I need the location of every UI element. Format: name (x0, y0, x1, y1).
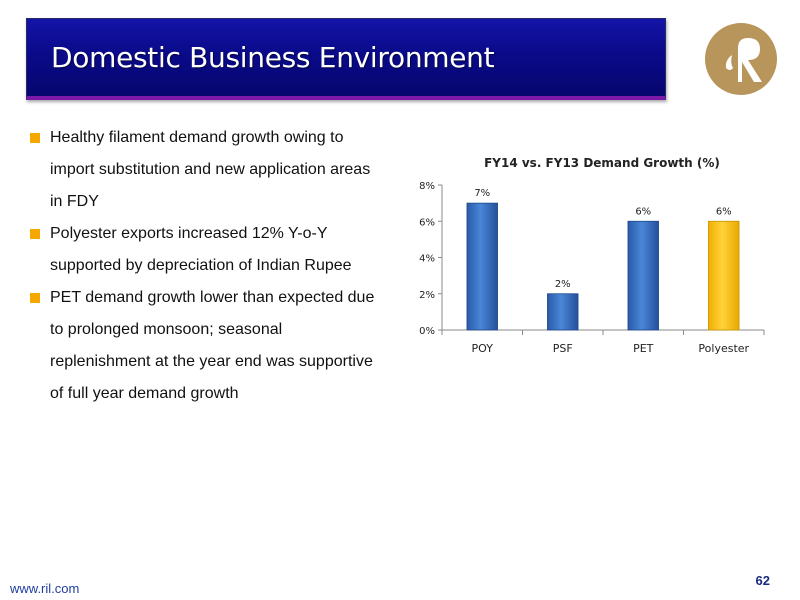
data-label: 2% (555, 279, 571, 290)
bullet-square-icon (30, 133, 40, 143)
bullet-item: Polyester exports increased 12% Y-o-Y su… (30, 218, 375, 282)
bullet-text: PET demand growth lower than expected du… (50, 289, 375, 402)
y-tick-label: 4% (419, 254, 435, 265)
chart-title: FY14 vs. FY13 Demand Growth (%) (484, 156, 720, 170)
y-tick-label: 8% (419, 181, 435, 192)
data-label: 7% (474, 188, 490, 199)
title-bar: Domestic Business Environment (26, 18, 666, 100)
bullet-square-icon (30, 229, 40, 239)
page-title: Domestic Business Environment (51, 41, 495, 74)
bullet-square-icon (30, 293, 40, 303)
bullet-item: PET demand growth lower than expected du… (30, 282, 375, 410)
reliance-logo-icon (705, 23, 777, 95)
demand-growth-chart: FY14 vs. FY13 Demand Growth (%) 0% 2% 4% 6%… (419, 156, 765, 355)
chart-plot-area: 0% 2% 4% 6% 8% 7% POY 2% PSF 6% PET 6% Polyester (419, 181, 765, 355)
bullet-list: Healthy filament demand growth owing to … (30, 122, 375, 410)
data-label: 6% (635, 206, 651, 217)
bullet-text: Healthy filament demand growth owing to … (50, 129, 371, 210)
bar-psf (547, 293, 579, 331)
y-tick-label: 6% (419, 217, 435, 228)
bar-pet (627, 220, 659, 331)
bullet-text: Polyester exports increased 12% Y-o-Y su… (50, 225, 352, 274)
x-tick-label: PET (633, 342, 654, 355)
x-tick-label: PSF (553, 342, 573, 355)
page-number: 62 (755, 573, 770, 588)
bar-poy (466, 202, 498, 331)
y-tick-label: 0% (419, 326, 435, 337)
bar-polyester (708, 220, 740, 331)
y-tick-label: 2% (419, 290, 435, 301)
data-label: 6% (716, 206, 732, 217)
x-tick-label: POY (472, 342, 494, 355)
bullet-item: Healthy filament demand growth owing to … (30, 122, 375, 218)
footer-url[interactable]: www.ril.com (10, 581, 80, 596)
x-tick-label: Polyester (698, 342, 749, 355)
